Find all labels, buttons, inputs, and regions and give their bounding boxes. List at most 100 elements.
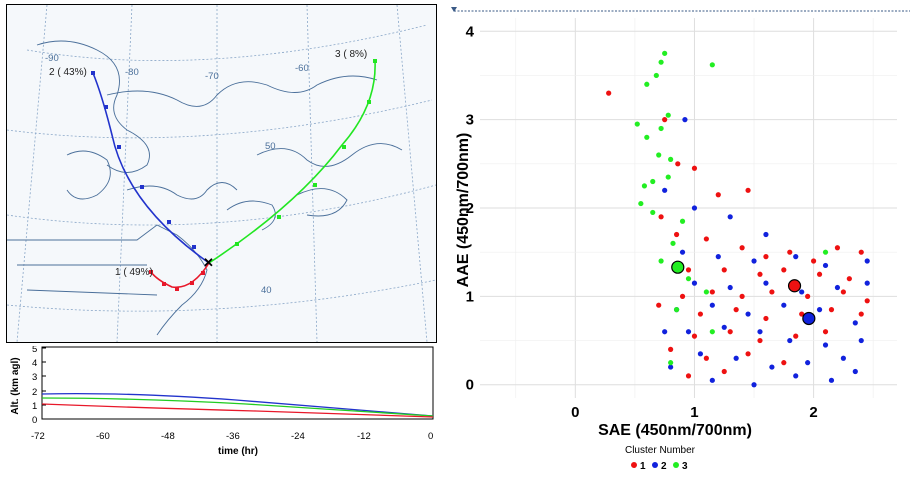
scatter-point-cluster-1 [828,307,835,313]
scatter-point-cluster-1 [822,329,829,335]
scatter-xticks: 0 1 2 [571,404,818,421]
resize-handle-icon [451,7,457,12]
altitude-line-cluster-2 [41,392,434,417]
scatter-point-cluster-3 [668,360,674,366]
scatter-point-cluster-2 [691,280,698,286]
scatter-point-cluster-1 [793,333,799,339]
y-tick-label: 0 [466,377,474,394]
svg-text:-36: -36 [226,431,240,442]
scatter-point-cluster-2 [769,364,775,370]
legend-swatch-cluster-3 [673,462,679,468]
scatter-point-cluster-3 [679,218,686,224]
scatter-point-cluster-2 [709,302,715,308]
scatter-point-cluster-3 [665,174,671,180]
svg-text:-60: -60 [96,431,110,442]
scatter-point-cluster-1 [679,293,686,299]
lon-label-80: -80 [125,67,139,78]
x-tick-label: 1 [690,404,698,421]
scatter-point-cluster-2 [721,324,727,330]
scatter-point-cluster-1 [733,307,739,313]
scatter-point-cluster-2 [709,377,715,383]
legend-label-cluster-2: 2 [661,461,667,472]
scatter-point-cluster-1 [840,289,846,295]
scatter-point-cluster-1 [805,293,811,299]
altitude-plot-svg: 0 1 2 3 4 5 -72 -60 -48 -36 -24 -12 0 Al… [10,344,434,457]
scatter-point-cluster-1 [811,258,817,264]
lat-label-50: 50 [265,141,276,152]
y-tick-label: 2 [466,200,474,217]
scatter-point-cluster-2 [822,342,829,348]
scatter-point-cluster-1 [799,311,805,317]
scatter-point-cluster-2 [864,258,870,264]
scatter-point-cluster-3 [709,62,715,68]
lon-label-70: -70 [205,71,219,82]
scatter-point-cluster-2 [828,377,835,383]
scatter-point-cluster-3 [650,178,656,185]
scatter-point-cluster-2 [745,311,751,317]
scatter-point-cluster-3 [709,329,715,335]
scatter-point-cluster-2 [668,364,674,370]
scatter-point-cluster-1 [858,249,864,255]
legend-swatch-cluster-1 [631,462,637,468]
trajectory-markers [91,59,377,291]
scatter-yticks: 0 1 2 3 4 [466,23,475,393]
svg-text:4: 4 [32,358,37,369]
scatter-point-cluster-1 [757,271,763,277]
lon-label-90: -90 [45,53,59,64]
scatter-point-cluster-1 [668,346,674,352]
altitude-line-cluster-1 [41,403,434,418]
scatter-point-cluster-3 [644,81,650,87]
scatter-point-cluster-2 [679,249,686,255]
scatter-point-cluster-1 [662,117,668,123]
scatter-point-cluster-1 [691,333,698,339]
scatter-point-cluster-2 [751,258,757,264]
scatter-point-cluster-2 [781,302,787,308]
scatter-point-cluster-1 [721,368,727,375]
svg-text:-72: -72 [31,431,45,442]
receptor-site-marker: ✕ [203,255,214,270]
altitude-plot: 0 1 2 3 4 5 -72 -60 -48 -36 -24 -12 0 Al… [6,344,435,458]
trajectory-map-svg: -90 -80 -70 -60 50 40 ✕ [7,5,436,342]
scatter-centroids [671,260,816,326]
altitude-xticks: -72 -60 -48 -36 -24 -12 0 [31,431,433,442]
scatter-point-cluster-3 [638,200,644,207]
x-tick-label: 2 [809,404,817,421]
y-tick-label: 3 [466,112,474,129]
scatter-point-cluster-1 [816,271,823,277]
scatter-point-cluster-1 [715,192,721,198]
scatter-point-cluster-1 [787,249,793,255]
scatter-legend: 1 2 3 [631,461,688,472]
scatter-point-cluster-3 [650,209,656,216]
scatter-point-cluster-1 [673,231,680,238]
scatter-point-cluster-3 [685,276,692,282]
centroid-cluster-2 [802,311,816,326]
scatter-point-cluster-2 [682,117,688,123]
scatter-point-cluster-2 [715,254,721,260]
scatter-point-cluster-1 [745,351,751,357]
svg-text:1: 1 [32,401,37,412]
centroid-cluster-1 [787,279,802,293]
scatter-point-cluster-3 [653,72,659,79]
scatter-point-cluster-2 [858,337,864,344]
scatter-point-cluster-3 [658,125,664,132]
scatter-point-cluster-2 [793,373,799,379]
scatter-point-cluster-1 [703,236,709,242]
svg-text:-48: -48 [161,431,175,442]
scatter-point-cluster-3 [656,152,662,158]
scatter-grid [480,18,897,398]
scatter-point-cluster-3 [658,258,664,264]
cluster-3-label: 3 ( 8%) [335,49,367,60]
scatter-plot: 0 1 2 3 4 0 1 2 AAE (450nm/700nm) SAE (450nm/7… [440,0,911,476]
scatter-point-cluster-2 [763,280,769,286]
legend-label-cluster-3: 3 [682,461,688,472]
scatter-point-cluster-2 [751,382,757,388]
y-tick-label: 1 [466,288,474,305]
scatter-point-cluster-2 [852,368,858,375]
scatter-point-cluster-2 [662,187,668,193]
scatter-point-cluster-2 [822,262,829,269]
scatter-point-cluster-1 [721,267,727,273]
scatter-point-cluster-2 [805,360,811,366]
scatter-point-cluster-2 [763,231,769,238]
altitude-ylabel: Alt. (km agl) [10,357,21,414]
scatter-point-cluster-1 [757,337,763,344]
